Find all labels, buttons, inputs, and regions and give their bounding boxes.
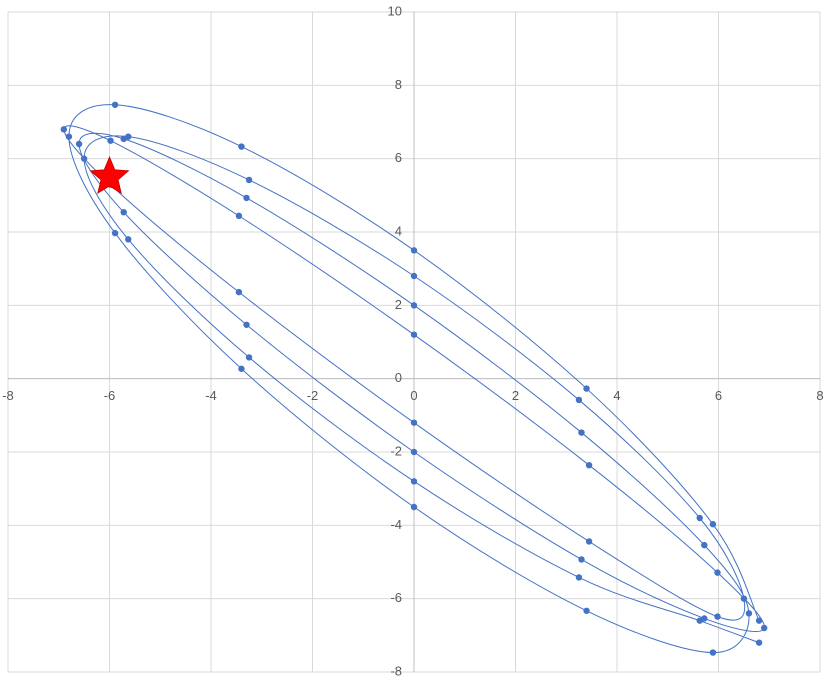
point	[696, 617, 703, 624]
point	[696, 514, 703, 522]
point	[243, 321, 250, 328]
point	[235, 288, 243, 296]
y-tick-label: -4	[390, 517, 402, 532]
point	[410, 247, 418, 254]
point	[245, 354, 253, 361]
point	[60, 126, 68, 133]
y-tick-label: -6	[390, 590, 402, 605]
point	[111, 229, 119, 237]
point	[125, 236, 132, 243]
x-tick-label: 8	[816, 388, 823, 403]
point	[243, 194, 250, 202]
point	[740, 595, 748, 602]
point	[410, 419, 418, 426]
x-tick-label: -2	[307, 388, 319, 403]
point	[410, 478, 418, 485]
point	[80, 155, 88, 162]
y-tick-label: 8	[395, 77, 402, 92]
point	[410, 503, 418, 511]
y-tick-label: -8	[390, 663, 402, 678]
point	[75, 140, 83, 148]
x-tick-label: 6	[715, 388, 722, 403]
x-tick-label: 2	[512, 388, 519, 403]
point	[745, 610, 753, 617]
point	[583, 385, 590, 392]
point	[410, 448, 418, 456]
y-tick-label: -2	[390, 443, 402, 458]
point	[755, 639, 763, 646]
point	[714, 569, 721, 576]
point	[410, 331, 418, 338]
series-line	[63, 104, 765, 654]
point	[410, 302, 418, 309]
point	[245, 176, 253, 184]
star-marker	[89, 155, 130, 195]
point	[583, 607, 590, 614]
point	[714, 613, 721, 620]
point	[65, 133, 73, 140]
point	[410, 272, 418, 280]
point	[575, 396, 583, 404]
point	[755, 617, 763, 624]
y-tick-label: 2	[395, 297, 402, 312]
x-tick-label: -8	[2, 388, 14, 403]
point	[709, 521, 717, 528]
y-tick-label: 4	[395, 223, 402, 238]
x-tick-label: 4	[613, 388, 620, 403]
point	[709, 649, 717, 656]
x-tick-label: 0	[410, 388, 417, 403]
y-tick-label: 6	[395, 150, 402, 165]
x-tick-label: -4	[205, 388, 217, 403]
point	[238, 143, 245, 150]
point	[238, 365, 245, 372]
point	[701, 541, 708, 549]
point	[125, 133, 132, 140]
point	[760, 624, 768, 632]
point	[107, 137, 114, 144]
point	[585, 462, 593, 469]
x-tick-label: -6	[104, 388, 116, 403]
point	[120, 209, 127, 216]
point	[575, 574, 583, 581]
y-tick-label: 0	[395, 370, 402, 385]
point	[585, 538, 593, 545]
point	[578, 429, 585, 436]
point	[235, 212, 243, 220]
point	[111, 101, 119, 108]
point	[578, 556, 585, 563]
y-tick-label: 10	[388, 3, 402, 18]
